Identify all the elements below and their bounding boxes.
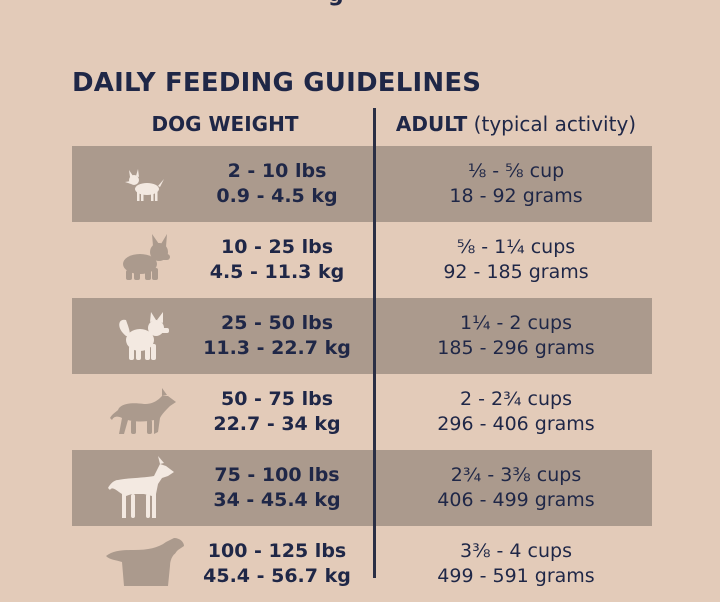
amount-grams: 499 - 591 grams xyxy=(437,565,595,587)
chihuahua-icon xyxy=(104,146,184,222)
weight-range: 25 - 50 lbs 11.3 - 22.7 kg xyxy=(182,311,372,361)
weight-lbs: 25 - 50 lbs xyxy=(220,312,334,334)
column-header-adult: ADULT (typical activity) xyxy=(378,112,654,136)
great-dane-icon xyxy=(104,450,184,526)
page-title: DAILY FEEDING GUIDELINES xyxy=(72,68,482,98)
weight-kg: 22.7 - 34 kg xyxy=(213,413,341,435)
retriever-icon xyxy=(104,526,184,602)
adult-amount: 1¼ - 2 cups 185 - 296 grams xyxy=(378,311,654,361)
adult-sub-label: (typical activity) xyxy=(473,112,637,136)
adult-amount: ⅝ - 1¼ cups 92 - 185 grams xyxy=(378,235,654,285)
column-divider xyxy=(373,108,376,578)
adult-amount: 2¾ - 3⅜ cups 406 - 499 grams xyxy=(378,463,654,513)
amount-cups: 3⅜ - 4 cups xyxy=(459,540,572,562)
adult-amount: 3⅜ - 4 cups 499 - 591 grams xyxy=(378,539,654,589)
table-row: 10 - 25 lbs 4.5 - 11.3 kg ⅝ - 1¼ cups 92 -… xyxy=(72,222,652,298)
pit-bull-icon xyxy=(104,374,184,450)
amount-grams: 92 - 185 grams xyxy=(443,261,589,283)
weight-range: 10 - 25 lbs 4.5 - 11.3 kg xyxy=(182,235,372,285)
weight-kg: 34 - 45.4 kg xyxy=(213,489,341,511)
weight-kg: 0.9 - 4.5 kg xyxy=(216,185,338,207)
weight-kg: 11.3 - 22.7 kg xyxy=(203,337,351,359)
table-row: 2 - 10 lbs 0.9 - 4.5 kg ⅛ - ⅝ cup 18 - 92 … xyxy=(72,146,652,222)
amount-grams: 185 - 296 grams xyxy=(437,337,595,359)
amount-cups: 2 - 2¾ cups xyxy=(459,388,572,410)
weight-range: 100 - 125 lbs 45.4 - 56.7 kg xyxy=(182,539,372,589)
french-bulldog-icon xyxy=(104,222,184,298)
amount-cups: ⅛ - ⅝ cup xyxy=(467,160,565,182)
column-header-dog-weight: DOG WEIGHT xyxy=(151,112,299,136)
weight-lbs: 2 - 10 lbs xyxy=(227,160,327,182)
amount-grams: 406 - 499 grams xyxy=(437,489,595,511)
spitz-icon xyxy=(104,298,184,374)
adult-amount: 2 - 2¾ cups 296 - 406 grams xyxy=(378,387,654,437)
table-row: 50 - 75 lbs 22.7 - 34 kg 2 - 2¾ cups 296 -… xyxy=(72,374,652,450)
weight-kg: 45.4 - 56.7 kg xyxy=(203,565,351,587)
amount-cups: 1¼ - 2 cups xyxy=(459,312,572,334)
weight-range: 75 - 100 lbs 34 - 45.4 kg xyxy=(182,463,372,513)
amount-cups: ⅝ - 1¼ cups xyxy=(456,236,576,258)
weight-lbs: 50 - 75 lbs xyxy=(220,388,334,410)
amount-grams: 296 - 406 grams xyxy=(437,413,595,435)
weight-kg: 4.5 - 11.3 kg xyxy=(209,261,345,283)
amount-cups: 2¾ - 3⅜ cups xyxy=(450,464,582,486)
weight-lbs: 75 - 100 lbs xyxy=(214,464,340,486)
table-row: 25 - 50 lbs 11.3 - 22.7 kg 1¼ - 2 cups 185… xyxy=(72,298,652,374)
amount-grams: 18 - 92 grams xyxy=(449,185,583,207)
adult-label: ADULT xyxy=(395,112,468,136)
adult-amount: ⅛ - ⅝ cup 18 - 92 grams xyxy=(378,159,654,209)
table-row: 75 - 100 lbs 34 - 45.4 kg 2¾ - 3⅜ cups 406… xyxy=(72,450,652,526)
weight-range: 2 - 10 lbs 0.9 - 4.5 kg xyxy=(182,159,372,209)
weight-lbs: 100 - 125 lbs xyxy=(207,540,347,562)
weight-lbs: 10 - 25 lbs xyxy=(220,236,334,258)
header-fragment: g xyxy=(328,0,350,6)
table-row: 100 - 125 lbs 45.4 - 56.7 kg 3⅜ - 4 cups 4… xyxy=(72,526,652,602)
weight-range: 50 - 75 lbs 22.7 - 34 kg xyxy=(182,387,372,437)
